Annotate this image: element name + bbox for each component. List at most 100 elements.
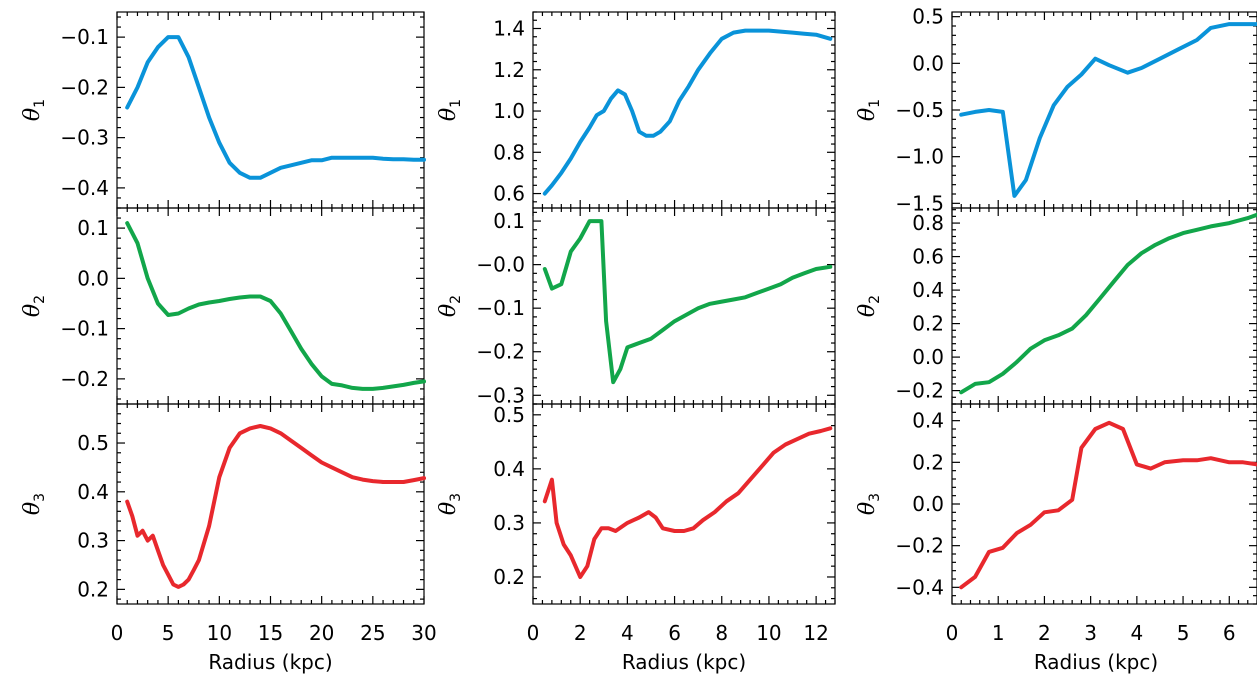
y-tick-label: 0.3 [493, 511, 525, 535]
y-tick-label: 0.1 [77, 216, 109, 240]
panel-c3-r3: 0.4 0.2 0.0 −0.2 −0.4 θ3 [855, 403, 1257, 605]
x-tick-label: 30 [411, 621, 436, 645]
y-tick-label: −0.1 [476, 296, 525, 320]
x-tick-label: 20 [309, 621, 334, 645]
y-axis-label: θ3 [855, 493, 883, 515]
y-tick-label: 0.6 [493, 182, 525, 206]
panel-c1-r3: 0.5 0.4 0.3 0.2 θ3 [20, 403, 426, 605]
y-axis-label: θ2 [20, 295, 48, 317]
plot-frame [116, 207, 425, 405]
y-axis-label: θ2 [855, 295, 883, 317]
x-axis-label: Radius (kpc) [1034, 650, 1158, 674]
panel-c3-r1: 0.5 0.0 −0.5 −1.0 −1.5 θ1 [855, 5, 1257, 215]
x-tick-label: 10 [756, 621, 781, 645]
y-tick-label: −0.2 [60, 367, 109, 391]
y-tick-label: 0.2 [77, 577, 109, 601]
theta1-line [542, 28, 833, 196]
theta3-line [542, 426, 833, 579]
y-axis-label: θ3 [436, 493, 464, 515]
theta2-line [959, 212, 1257, 395]
panel-c1-r1: −0.1 −0.2 −0.3 −0.4 θ1 [20, 11, 426, 209]
panel-c1-r2: 0.1 0.0 −0.1 −0.2 θ2 [20, 207, 426, 405]
chart-column-3: 0.5 0.0 −0.5 −1.0 −1.5 θ1 0.8 0.6 0.4 0.2 0.0 −0.2 θ… [855, 5, 1257, 674]
theta3-line [125, 424, 426, 589]
y-tick-label: 0.8 [912, 211, 944, 235]
theta3-line [959, 420, 1257, 590]
y-tick-label: −0.1 [60, 317, 109, 341]
y-tick-label: 0.0 [912, 345, 944, 369]
panel-c2-r2: 0.1 −0.0 −0.1 −0.2 −0.3 θ2 [436, 207, 836, 407]
x-tick-label: 4 [1130, 621, 1143, 645]
x-tick-label: 2 [574, 621, 587, 645]
x-tick-label: 25 [360, 621, 385, 645]
plot-frame [532, 403, 836, 605]
y-tick-label: 0.5 [912, 5, 944, 29]
y-tick-label: 0.2 [912, 450, 944, 474]
x-tick-label: 12 [803, 621, 828, 645]
theta1-line [125, 35, 426, 180]
y-axis-label: θ2 [436, 295, 464, 317]
y-tick-label: −0.5 [895, 98, 944, 122]
y-tick-label: 0.3 [77, 529, 109, 553]
panel-c2-r3: 0.5 0.4 0.3 0.2 θ3 [436, 403, 836, 605]
y-tick-label: 0.0 [912, 51, 944, 75]
theta1-line [959, 22, 1257, 198]
x-tick-label: 6 [1223, 621, 1236, 645]
panel-c3-r2: 0.8 0.6 0.4 0.2 0.0 −0.2 θ2 [855, 207, 1257, 405]
y-tick-label: 1.4 [493, 17, 525, 41]
y-tick-label: −0.3 [60, 126, 109, 150]
x-tick-label: 8 [715, 621, 728, 645]
plot-frame [532, 207, 836, 405]
y-tick-label: −0.3 [476, 383, 525, 407]
y-tick-label: −0.2 [895, 534, 944, 558]
x-axis-label: Radius (kpc) [622, 650, 746, 674]
theta2-line [542, 219, 833, 385]
x-tick-label: 5 [162, 621, 175, 645]
y-tick-label: −0.2 [60, 75, 109, 99]
y-tick-label: 0.1 [493, 209, 525, 233]
y-tick-label: −0.2 [895, 379, 944, 403]
y-tick-label: 0.6 [912, 245, 944, 269]
x-tick-label: 0 [111, 621, 124, 645]
y-axis-label: θ1 [20, 99, 48, 121]
plot-frame [532, 11, 836, 209]
x-tick-label: 0 [527, 621, 540, 645]
y-tick-label: −0.1 [60, 25, 109, 49]
x-tick-label: 10 [207, 621, 232, 645]
y-axis-label: θ1 [436, 99, 464, 121]
y-axis-label: θ3 [20, 493, 48, 515]
x-tick-label: 0 [946, 621, 959, 645]
x-tick-label: 3 [1084, 621, 1097, 645]
y-tick-label: 1.0 [493, 99, 525, 123]
y-tick-label: 0.4 [912, 278, 944, 302]
y-tick-label: −0.0 [476, 253, 525, 277]
x-tick-label: 6 [668, 621, 681, 645]
y-tick-label: 0.0 [912, 492, 944, 516]
y-tick-label: 1.2 [493, 58, 525, 82]
x-axis-label: Radius (kpc) [208, 650, 332, 674]
x-tick-label: 1 [992, 621, 1005, 645]
y-tick-label: −1.0 [895, 145, 944, 169]
y-tick-label: 0.4 [912, 409, 944, 433]
x-tick-label: 15 [258, 621, 283, 645]
chart-column-1: −0.1 −0.2 −0.3 −0.4 θ1 0.1 0.0 −0.1 −0.2 θ2 0.5 0.4… [20, 11, 437, 674]
y-tick-label: 0.4 [77, 480, 109, 504]
y-tick-label: −1.5 [895, 191, 944, 215]
y-tick-label: 0.4 [493, 457, 525, 481]
y-tick-label: −0.4 [60, 176, 109, 200]
y-tick-label: −0.4 [895, 575, 944, 599]
panel-c2-r1: 1.4 1.2 1.0 0.8 0.6 θ1 [436, 11, 836, 209]
y-tick-label: 0.5 [77, 431, 109, 455]
y-axis-label: θ1 [855, 99, 883, 121]
x-tick-label: 4 [621, 621, 634, 645]
plot-frame [116, 403, 425, 605]
y-tick-label: −0.2 [476, 340, 525, 364]
x-tick-label: 5 [1177, 621, 1190, 645]
theta2-line [125, 221, 426, 391]
y-tick-label: 0.2 [493, 565, 525, 589]
y-tick-label: 0.5 [493, 403, 525, 427]
plot-frame [951, 403, 1257, 605]
y-tick-label: 0.8 [493, 140, 525, 164]
y-tick-label: 0.0 [77, 266, 109, 290]
